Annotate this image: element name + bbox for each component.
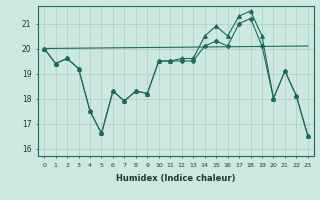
X-axis label: Humidex (Indice chaleur): Humidex (Indice chaleur) (116, 174, 236, 183)
